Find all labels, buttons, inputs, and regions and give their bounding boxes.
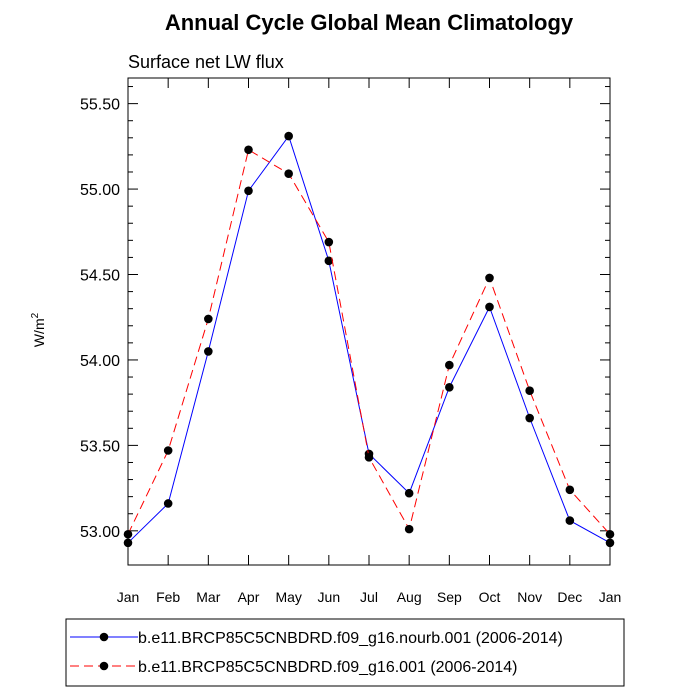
series-1-point: [324, 256, 334, 266]
series-1-point: [244, 186, 253, 196]
legend-box: [65, 618, 625, 687]
series-2-point: [404, 524, 414, 534]
x-tick-label: Mar: [196, 589, 220, 605]
y-tick-label: 54.00: [80, 353, 120, 370]
series-2-point: [445, 360, 454, 370]
legend: b.e11.BRCP85C5CNBDRD.f09_g16.nourb.001 (…: [65, 618, 625, 687]
series-1-point: [565, 516, 575, 525]
y-axis-label: W/m2: [30, 312, 47, 347]
series-1-point: [163, 499, 173, 508]
series-1-point: [525, 413, 534, 423]
series-2-point: [485, 273, 494, 283]
legend-marker-2: [99, 661, 109, 671]
x-tick-label: Jan: [117, 589, 140, 605]
series-line-2: [127, 149, 611, 535]
series-2-point: [123, 529, 133, 539]
chart-title: Annual Cycle Global Mean Climatology: [165, 10, 574, 35]
x-tick-label: Sep: [437, 589, 462, 605]
series-2-point: [284, 169, 293, 178]
legend-items: b.e11.BRCP85C5CNBDRD.f09_g16.nourb.001 (…: [70, 630, 563, 676]
x-tick-label: Jan: [599, 589, 622, 605]
x-tick-label: May: [275, 589, 301, 605]
plot-frame: [127, 77, 611, 566]
series-1-point: [123, 538, 133, 548]
series-1-point: [404, 488, 414, 498]
series-1-point: [204, 347, 213, 356]
legend-label-2: b.e11.BRCP85C5CNBDRD.f09_g16.001 (2006-2…: [138, 659, 517, 676]
series-1-point: [485, 302, 494, 312]
series-2-point: [605, 529, 615, 539]
x-tick-label: Oct: [479, 589, 501, 605]
x-tick-label: Apr: [238, 589, 260, 605]
chart-subtitle: Surface net LW flux: [128, 52, 284, 72]
series-2-point: [204, 314, 213, 324]
y-tick-label: 55.00: [80, 182, 120, 199]
y-axis-label-text: W/m: [31, 318, 47, 347]
legend-label-1: b.e11.BRCP85C5CNBDRD.f09_g16.nourb.001 (…: [138, 630, 563, 647]
series-2-point: [565, 485, 575, 495]
series-line-1: [127, 135, 611, 544]
y-tick-label: 55.50: [80, 97, 120, 114]
series-1-point: [284, 131, 293, 141]
series-2-point: [244, 145, 253, 155]
plot-area: 53.00 53.50 54.00 54.50 55.00 55.50 Jan Feb Mar A…: [80, 77, 622, 605]
y-axis-label-superscript: 2: [30, 312, 41, 318]
x-tick-label: Dec: [557, 589, 582, 605]
series-2-point: [163, 446, 173, 455]
y-tick-label: 53.00: [80, 524, 120, 541]
x-tick-label: Jun: [318, 589, 341, 605]
x-tick-label: Nov: [517, 589, 542, 605]
series-2-point: [364, 453, 374, 462]
series-1-point: [605, 538, 615, 548]
x-tick-label: Feb: [156, 589, 180, 605]
series-2-point: [525, 386, 534, 396]
y-tick-label: 53.50: [80, 438, 120, 455]
series-2-point: [324, 237, 334, 247]
legend-marker-1: [99, 632, 109, 642]
x-tick-label: Jul: [360, 589, 378, 605]
y-tick-label: 54.50: [80, 268, 120, 285]
series-1-point: [445, 382, 454, 392]
x-tick-label: Aug: [397, 589, 422, 605]
